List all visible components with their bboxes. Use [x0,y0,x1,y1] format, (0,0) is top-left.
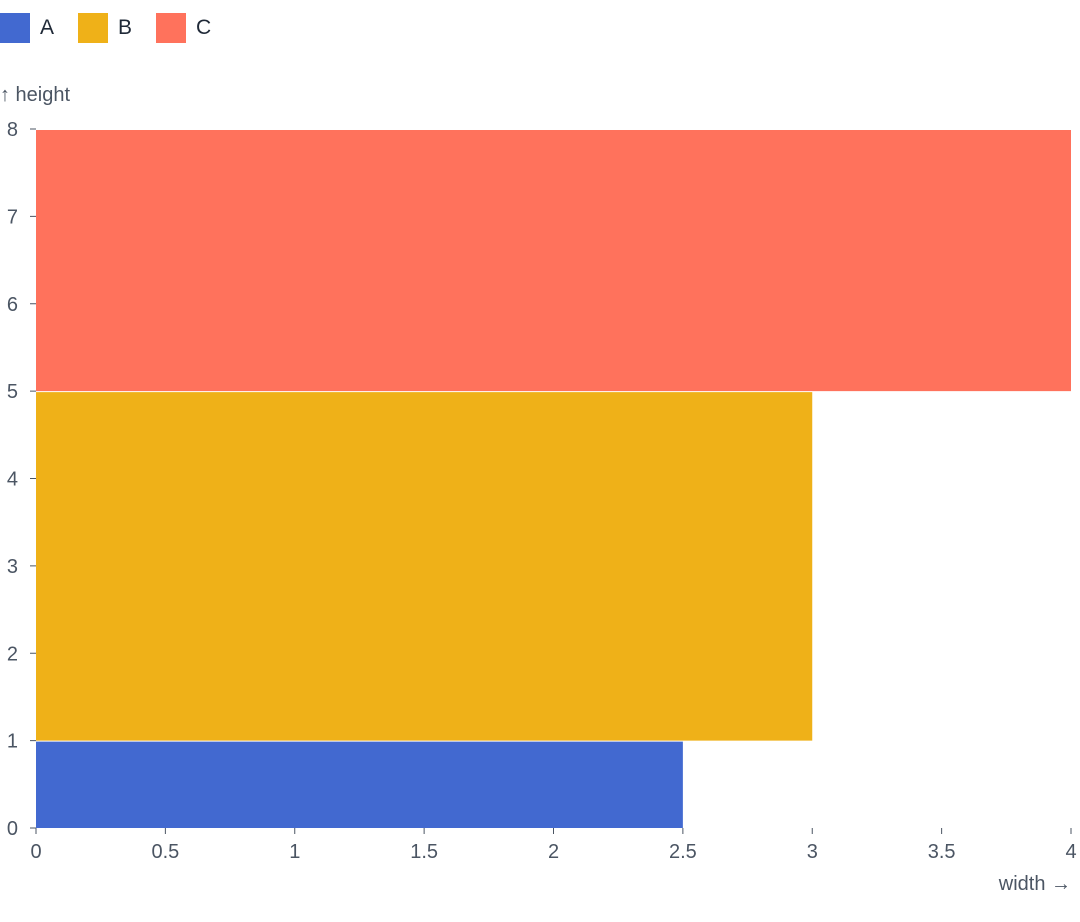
y-tick-label: 6 [7,294,18,316]
rect-c [36,130,1071,392]
rect-a [36,741,683,828]
y-tick-label: 0 [7,818,18,840]
x-tick-label: 3.5 [928,841,956,863]
x-axis-label: width → [998,873,1071,895]
x-tick-label: 4 [1065,841,1076,863]
y-tick-label: 4 [7,469,18,491]
legend-label: C [196,16,212,39]
y-tick-label: 2 [7,643,18,665]
legend-swatch [78,13,109,43]
x-tick-label: 2.5 [669,841,697,863]
legend-item-b: B [78,13,132,43]
legend-swatch [0,13,30,43]
y-tick-label: 7 [7,206,18,228]
x-tick-label: 3 [807,841,818,863]
y-tick-label: 5 [7,381,18,403]
legend-swatch [156,13,187,43]
rect-b [36,392,813,741]
legend-item-c: C [156,13,211,43]
y-tick-label: 1 [7,731,18,753]
y-tick-label: 8 [7,119,18,141]
x-tick-label: 0.5 [151,841,179,863]
y-axis-label: ↑ height [0,84,70,106]
x-tick-label: 1.5 [410,841,438,863]
legend-label: A [40,16,55,39]
y-tick-label: 3 [7,556,18,578]
x-tick-label: 0 [30,841,41,863]
legend: A B C [0,13,235,43]
x-tick-label: 2 [548,841,559,863]
legend-label: B [118,16,133,39]
x-tick-label: 1 [289,841,300,863]
legend-item-a: A [0,13,54,43]
